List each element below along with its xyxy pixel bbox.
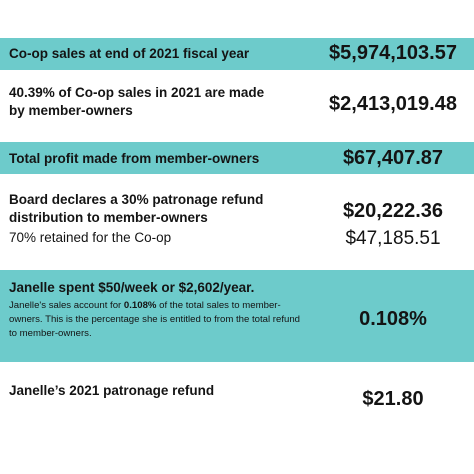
note-text-after: of the total sales to member-owners. Thi… <box>9 300 300 339</box>
note-text-before: Janelle's sales account for <box>9 300 124 311</box>
total-profit-value: $67,407.87 <box>342 147 444 169</box>
row-coop-sales: Co-op sales at end of 2021 fiscal year $… <box>0 38 474 70</box>
row-total-profit: Total profit made from member-owners $67… <box>0 142 474 174</box>
retained-label: 70% retained for the Co-op <box>9 230 172 245</box>
member-owner-sales-value: $2,413,019.48 <box>329 93 457 115</box>
janelle-refund-label: Janelle’s 2021 patronage refund <box>9 383 215 398</box>
member-owner-sales-label-line1: 40.39% of Co-op sales in 2021 are made <box>9 85 265 100</box>
coop-sales-label: Co-op sales at end of 2021 fiscal year <box>9 46 250 61</box>
coop-sales-value: $5,974,103.57 <box>329 42 457 64</box>
row-member-owner-sales: 40.39% of Co-op sales in 2021 are made b… <box>0 70 474 138</box>
member-owner-sales-label-line2: by member-owners <box>9 103 133 118</box>
row-janelle-spend: Janelle spent $50/week or $2,602/year. J… <box>0 270 474 362</box>
row-janelle-refund: Janelle’s 2021 patronage refund $21.80 <box>0 362 474 432</box>
janelle-share-note: Janelle's sales account for 0.108% of th… <box>9 299 309 341</box>
refund-distribution-value: $20,222.36 <box>342 200 444 222</box>
note-text-bold: 0.108% <box>123 300 157 311</box>
row-patronage-refund-distribution: Board declares a 30% patronage refund di… <box>0 174 474 266</box>
janelle-spend-label: Janelle spent $50/week or $2,602/year. <box>9 280 255 295</box>
janelle-share-value: 0.108% <box>359 308 427 330</box>
refund-distribution-label-line1: Board declares a 30% patronage refund <box>9 192 264 207</box>
retained-value: $47,185.51 <box>345 228 441 249</box>
janelle-refund-value: $21.80 <box>362 388 424 410</box>
total-profit-label: Total profit made from member-owners <box>9 151 260 166</box>
refund-distribution-label-line2: distribution to member-owners <box>9 210 208 225</box>
